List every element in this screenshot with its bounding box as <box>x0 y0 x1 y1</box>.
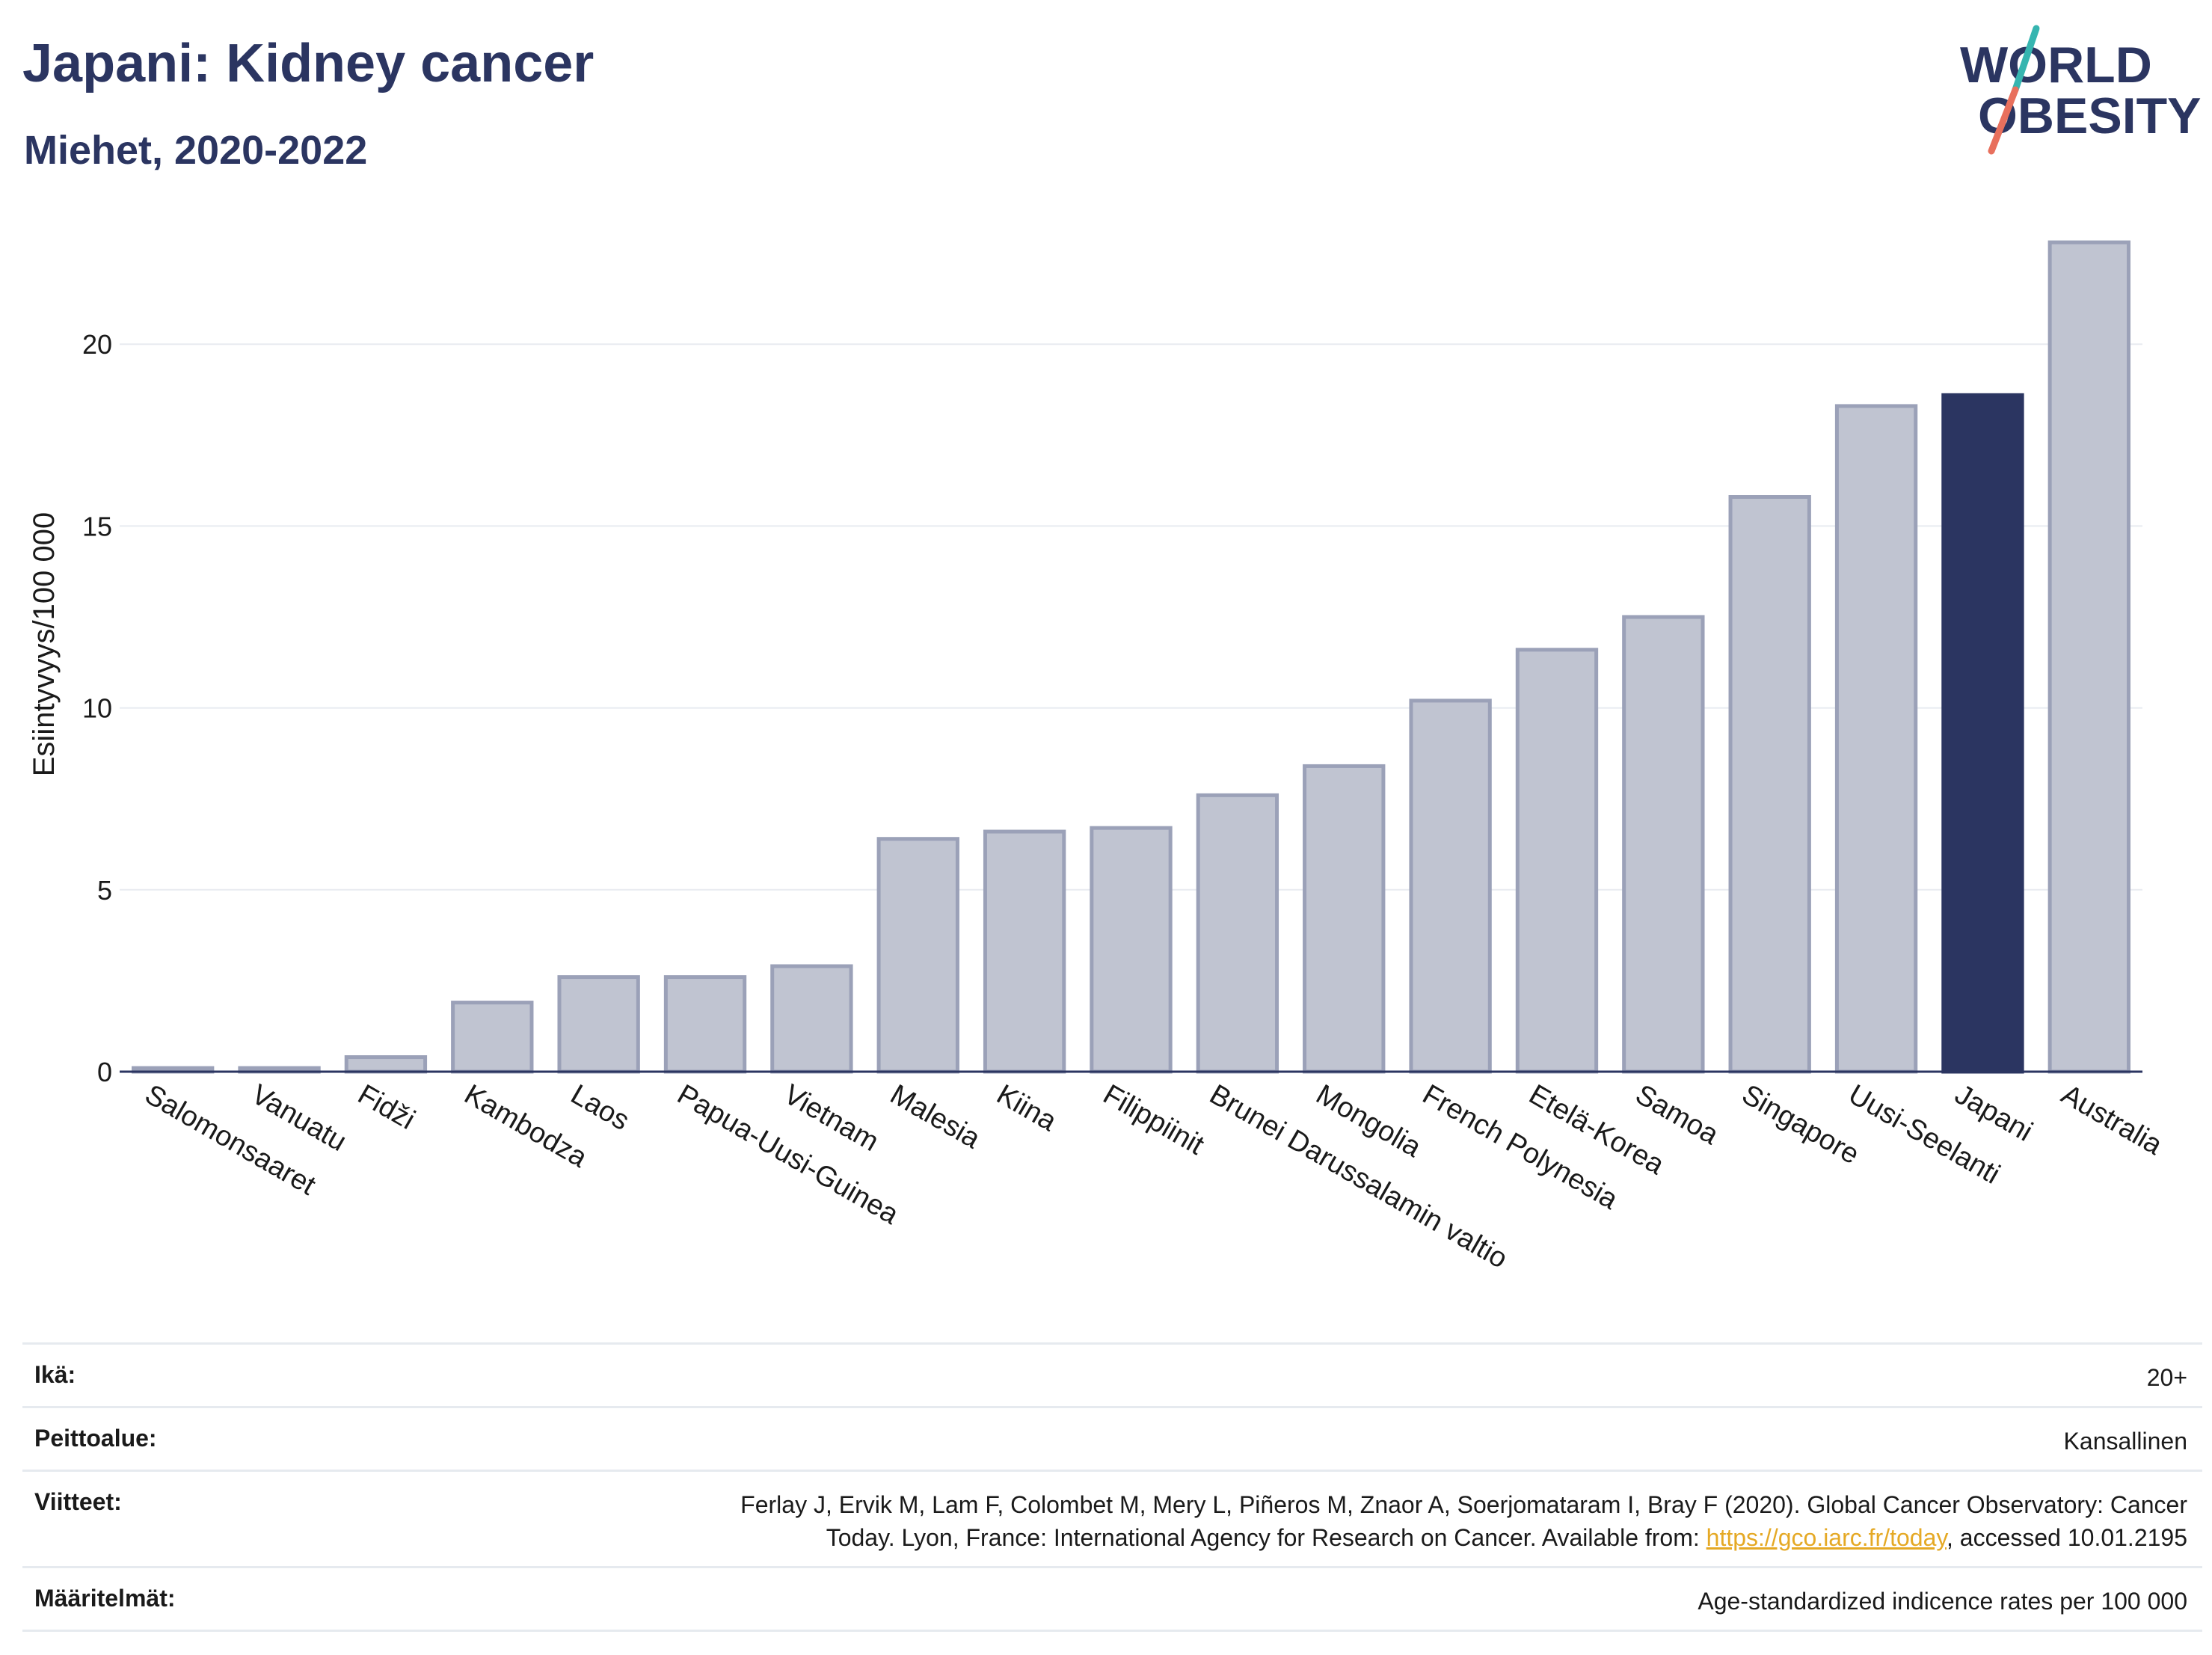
y-tick-label: 15 <box>82 511 112 541</box>
world-obesity-logo: WORLD OBESITY <box>1960 25 2202 155</box>
info-row-references: Viitteet: Ferlay J, Ervik M, Lam F, Colo… <box>22 1470 2202 1566</box>
bar-japani <box>1941 393 2024 1074</box>
info-row-coverage: Peittoalue: Kansallinen <box>22 1406 2202 1470</box>
references-text-2: Today. Lyon, France: International Agenc… <box>826 1524 1706 1551</box>
bar-kambodza <box>451 1001 534 1074</box>
x-tick-label: Kiina <box>992 1078 1063 1137</box>
bar-etel-korea <box>1515 648 1599 1074</box>
definitions-value: Age-standardized indicence rates per 100… <box>1698 1588 2187 1615</box>
bar-brunei-darussalamin-valtio <box>1196 793 1279 1074</box>
bar-laos <box>557 975 640 1074</box>
y-axis-title: Esiintyvyys/100 000 <box>28 512 61 777</box>
references-link[interactable]: https://gco.iarc.fr/today <box>1706 1524 1947 1551</box>
x-tick-label: Fidži <box>352 1078 420 1135</box>
bar-vietnam <box>770 964 853 1074</box>
y-tick-label: 5 <box>97 875 112 906</box>
x-tick-label: French Polynesia <box>1417 1078 1623 1216</box>
x-tick-label: Laos <box>565 1078 634 1137</box>
references-label: Viitteet: <box>34 1488 122 1515</box>
age-value: 20+ <box>2146 1364 2187 1391</box>
page-subtitle: Miehet, 2020-2022 <box>24 128 368 173</box>
references-text-3: , accessed 10.01.2195 <box>1946 1524 2187 1551</box>
x-tick-label: Australia <box>2056 1078 2168 1161</box>
bar-australia <box>2047 240 2130 1074</box>
logo-slash-bottom <box>1988 86 2019 155</box>
age-label: Ikä: <box>34 1361 76 1388</box>
logo-slash-top <box>2012 25 2040 93</box>
y-tick-label: 0 <box>97 1057 112 1087</box>
bar-filippiinit <box>1090 826 1173 1074</box>
references-text-1: Ferlay J, Ervik M, Lam F, Colombet M, Me… <box>740 1491 2187 1518</box>
bar-singapore <box>1728 495 1811 1074</box>
info-row-definitions: Määritelmät: Age-standardized indicence … <box>22 1566 2202 1632</box>
x-tick-label: Malesia <box>885 1078 986 1155</box>
info-row-age: Ikä: 20+ <box>22 1342 2202 1406</box>
bar-mongolia <box>1303 764 1386 1074</box>
bar-kiina <box>983 829 1066 1074</box>
bar-uusi-seelanti <box>1834 404 1918 1074</box>
y-tick-label: 20 <box>82 329 112 360</box>
bar-french-polynesia <box>1409 698 1492 1074</box>
bar-samoa <box>1622 615 1705 1074</box>
bars <box>132 240 2130 1074</box>
bar-papua-uusi-guinea <box>663 975 747 1074</box>
coverage-label: Peittoalue: <box>34 1425 157 1452</box>
coverage-value: Kansallinen <box>2063 1428 2187 1455</box>
y-tick-label: 10 <box>82 693 112 724</box>
logo-line1: WORLD <box>1960 37 2152 93</box>
info-table: Ikä: 20+ Peittoalue: Kansallinen Viittee… <box>22 1342 2202 1632</box>
definitions-label: Määritelmät: <box>34 1585 176 1612</box>
x-tick-label: Filippiinit <box>1098 1078 1209 1161</box>
x-tick-label: Singapore <box>1736 1078 1864 1170</box>
references-value: Ferlay J, Ervik M, Lam F, Colombet M, Me… <box>740 1488 2187 1554</box>
x-tick-label: Japani <box>1950 1078 2038 1147</box>
page-title: Japani: Kidney cancer <box>22 34 595 93</box>
bar-fid-i <box>344 1055 428 1074</box>
bar-malesia <box>876 837 959 1074</box>
